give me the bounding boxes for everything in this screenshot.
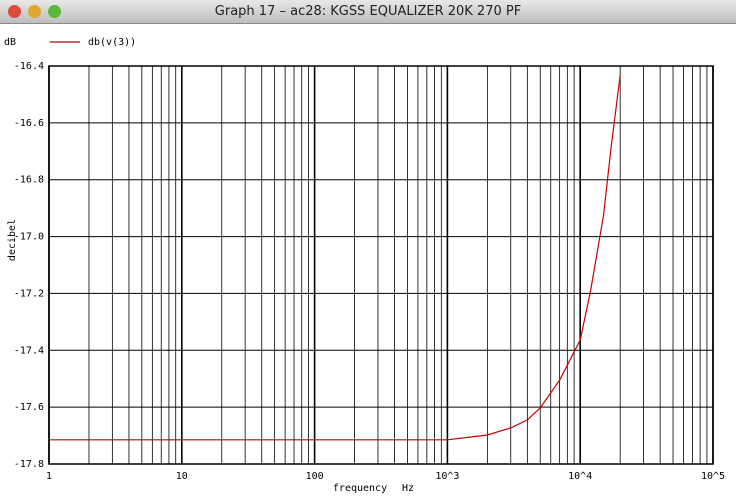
y-axis-label: decibel (7, 219, 18, 261)
minimize-button[interactable] (28, 5, 41, 18)
y-tick-label: -17.8 (14, 459, 44, 470)
y-tick-label: -16.8 (14, 175, 44, 186)
y-tick-label: -17.4 (14, 345, 44, 356)
close-button[interactable] (8, 5, 21, 18)
x-unit: Hz (402, 483, 414, 494)
y-tick-label: -17.6 (14, 402, 44, 413)
y-tick-label: -16.4 (14, 61, 44, 72)
x-tick-label: 10 (176, 471, 188, 482)
window-title: Graph 17 – ac28: KGSS EQUALIZER 20K 270 … (214, 4, 522, 19)
y-tick-label: -17.0 (14, 232, 44, 243)
title-bar: Graph 17 – ac28: KGSS EQUALIZER 20K 270 … (0, 0, 736, 24)
y-unit: dB (4, 37, 16, 48)
x-tick-label: 100 (306, 471, 324, 482)
zoom-button[interactable] (48, 5, 61, 18)
plot-frame (48, 65, 714, 465)
x-tick-label: 10^5 (701, 471, 725, 482)
x-axis-label: frequency (333, 483, 387, 494)
y-tick-label: -16.6 (14, 118, 44, 129)
legend-label: db(v(3)) (88, 37, 136, 48)
y-tick-label: -17.2 (14, 288, 44, 299)
chart: dB decibel frequency Hz -16.4 -16.6 -16.8 -… (4, 37, 725, 494)
x-tick-label: 1 (46, 471, 52, 482)
x-tick-label: 10^3 (435, 471, 459, 482)
series-line (49, 75, 621, 441)
x-tick-label: 10^4 (568, 471, 592, 482)
